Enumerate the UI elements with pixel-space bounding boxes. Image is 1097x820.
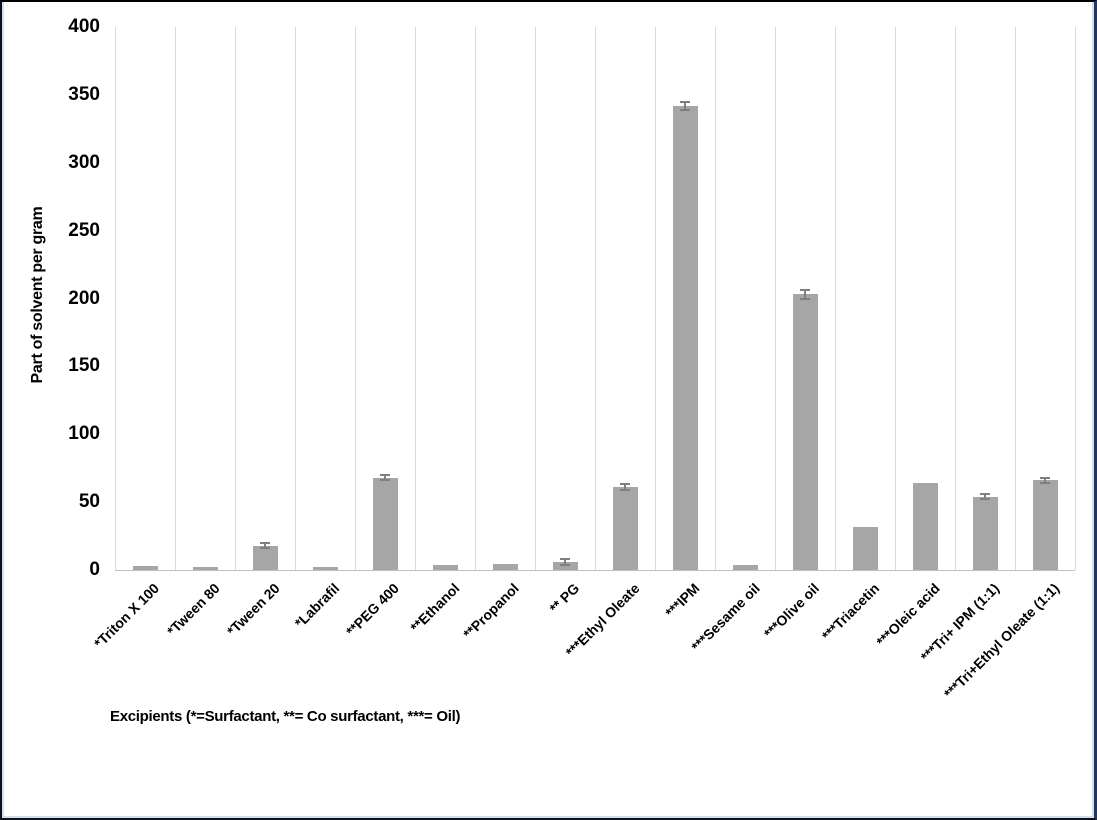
bar [372, 477, 398, 570]
x-axis-category-label-text: ***Tri+Ethyl Oleate (1:1) [940, 580, 1063, 702]
bar [612, 487, 638, 570]
category-gridline [655, 27, 656, 570]
x-axis-line [115, 570, 1075, 571]
error-bar-whisker [804, 290, 806, 299]
x-axis-category-label-text: *Tween 80 [163, 580, 223, 639]
error-bar-whisker [384, 474, 386, 481]
y-axis-tick-label: 0 [89, 559, 100, 580]
y-axis-tick-label: 50 [78, 491, 100, 513]
x-axis-title: Excipients (*=Surfactant, **= Co surfact… [110, 708, 461, 725]
y-axis-tick-label: 200 [68, 287, 100, 309]
x-axis-category-label-text: **Propanol [460, 580, 523, 642]
category-gridline [235, 27, 236, 570]
bar [132, 565, 158, 570]
error-bar-cap-bottom [620, 488, 630, 491]
bar [732, 564, 758, 570]
category-gridline [115, 27, 116, 570]
x-axis-category-label-text: *Triton X 100 [91, 580, 163, 652]
error-bar-whisker [984, 493, 986, 500]
y-axis-tick-label: 400 [68, 16, 100, 37]
y-axis-title: Part of solvent per gram [29, 206, 46, 384]
x-axis-category-label-text: ***IPM [661, 580, 703, 621]
category-gridline [775, 27, 776, 570]
y-axis-tick-label: 150 [68, 355, 100, 377]
error-bar-cap-top [380, 473, 390, 476]
error-bar-cap-bottom [260, 547, 270, 550]
error-bar-whisker [1044, 477, 1046, 484]
y-axis-tick-label: 250 [68, 219, 100, 241]
y-axis-tick-label: 350 [68, 83, 100, 105]
error-bar-whisker [564, 559, 566, 565]
category-gridline [175, 27, 176, 570]
bar [432, 564, 458, 570]
bar [252, 545, 278, 570]
x-axis-category-label-text: **PEG 400 [343, 580, 403, 640]
error-bar-cap-bottom [980, 498, 990, 501]
x-axis-category-label-text: ** PG [546, 580, 583, 617]
category-gridline [475, 27, 476, 570]
category-gridline [835, 27, 836, 570]
category-gridline [535, 27, 536, 570]
category-gridline [295, 27, 296, 570]
x-axis-category-label-text: ***Olive oil [760, 580, 823, 642]
category-gridline [1015, 27, 1016, 570]
category-gridline [715, 27, 716, 570]
error-bar-cap-top [680, 100, 690, 103]
error-bar-cap-bottom [680, 108, 690, 111]
category-gridline [355, 27, 356, 570]
error-bar-cap-bottom [800, 297, 810, 300]
error-bar-whisker [624, 484, 626, 490]
x-axis-category-label-text: *Labrafil [291, 580, 343, 631]
error-bar-cap-bottom [560, 563, 570, 566]
bar [792, 294, 818, 570]
error-bar-cap-top [620, 483, 630, 486]
bar [912, 483, 938, 570]
category-gridline [1075, 27, 1076, 570]
bar [312, 566, 338, 570]
category-gridline [415, 27, 416, 570]
error-bar-cap-top [260, 541, 270, 544]
error-bar-cap-top [1040, 476, 1050, 479]
bar [492, 563, 518, 570]
bar [672, 105, 698, 570]
bar [972, 496, 998, 570]
x-axis-category-label-text: *Tween 20 [223, 580, 283, 639]
x-axis-category-label-text: **Ethanol [406, 580, 463, 636]
error-bar-cap-top [980, 492, 990, 495]
error-bar-cap-bottom [1040, 482, 1050, 485]
y-axis-tick-label: 100 [68, 423, 100, 445]
category-gridline [955, 27, 956, 570]
error-bar-whisker [264, 542, 266, 549]
bar [1032, 480, 1058, 570]
error-bar-cap-bottom [380, 479, 390, 482]
x-axis-category-label-text: ***Triacetin [818, 580, 883, 644]
y-axis-tick-label: 300 [68, 151, 100, 173]
category-gridline [895, 27, 896, 570]
bar [552, 561, 578, 570]
error-bar-cap-top [800, 289, 810, 292]
error-bar-cap-top [560, 558, 570, 561]
bar [192, 567, 218, 570]
category-gridline [595, 27, 596, 570]
bar [852, 526, 878, 570]
error-bar-whisker [684, 101, 686, 110]
